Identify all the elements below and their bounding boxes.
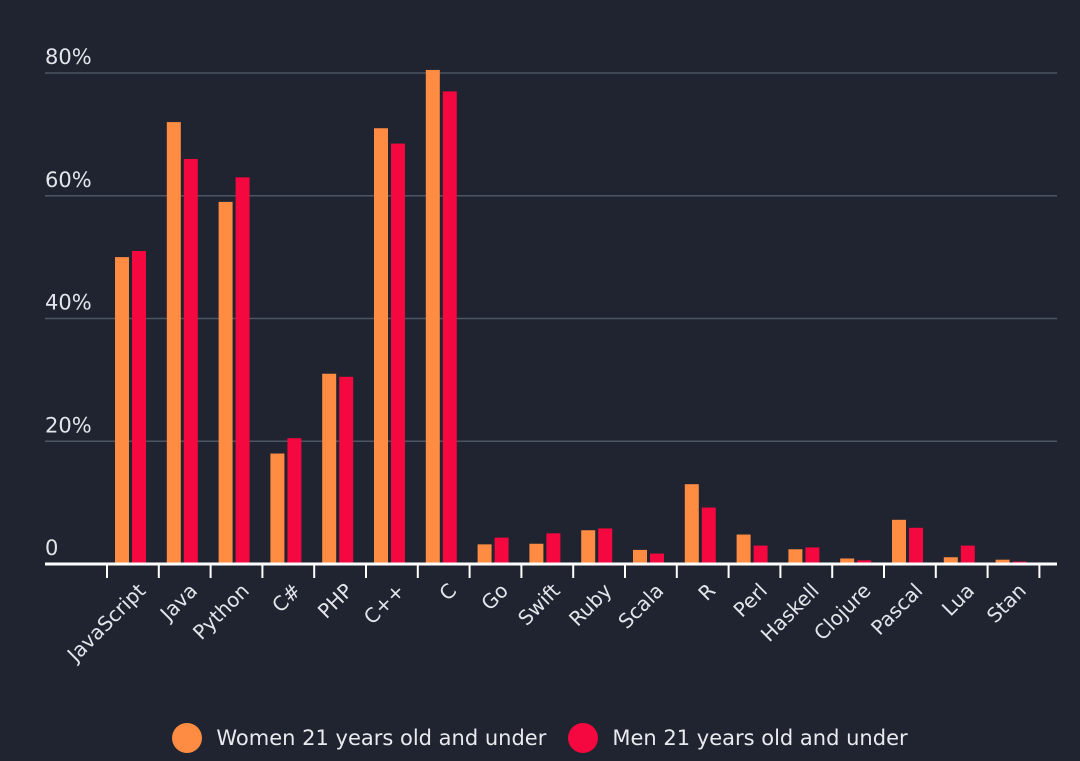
x-tick-label: C [434, 578, 461, 605]
bar-men [132, 250, 146, 565]
bar-women [684, 484, 699, 564]
bar-women [633, 549, 647, 564]
x-tick-label: Ruby [564, 578, 617, 631]
x-tick-label: Perl [728, 578, 771, 621]
bar-women [840, 558, 855, 564]
bar-men [442, 91, 457, 564]
bar-men [701, 507, 716, 564]
legend-label-women: Women 21 years old and under [216, 726, 547, 750]
x-tick-label: Stan [982, 578, 1031, 627]
x-tick-label: Python [188, 578, 254, 644]
legend-swatch-men [568, 723, 599, 753]
bar-women [892, 519, 906, 564]
x-tick-label: Haskell [756, 578, 824, 646]
bar-women [166, 122, 181, 564]
bar-men [960, 545, 975, 564]
x-tick-label: C++ [359, 578, 410, 629]
x-tick-label: Clojure [809, 578, 876, 645]
legend-label-men: Men 21 years old and under [612, 726, 908, 750]
bar-men [494, 537, 509, 564]
bar-men [805, 547, 820, 564]
bar-women [374, 128, 388, 565]
x-tick-label: Pascal [866, 578, 927, 639]
x-tick-label: Swift [513, 578, 565, 630]
bar-women [581, 530, 596, 564]
legend-item-women: Women 21 years old and under [172, 723, 546, 753]
bar-women [322, 373, 337, 564]
bar-men [287, 438, 302, 564]
bar-men [650, 553, 664, 564]
bar-men [339, 376, 354, 564]
bar-men [598, 528, 613, 564]
bar-men [183, 158, 198, 565]
legend-swatch-women [172, 723, 203, 753]
bar-men [391, 143, 405, 565]
bar-women [270, 453, 285, 564]
x-tick-label: Lua [937, 578, 979, 620]
y-tick-label: 20% [45, 413, 92, 437]
bar-men [235, 177, 250, 564]
bar-men [909, 527, 923, 564]
bar-women [736, 534, 751, 564]
legend-item-men: Men 21 years old and under [568, 723, 908, 753]
y-tick-label: 60% [45, 168, 92, 192]
x-tick-label: Scala [613, 578, 668, 633]
bar-women [943, 557, 958, 564]
bar-women [529, 543, 544, 564]
bar-women [477, 544, 492, 564]
y-tick-label: 0 [45, 536, 58, 560]
bar-men [857, 560, 872, 564]
bar-women [425, 69, 440, 565]
x-tick-label: C# [267, 578, 306, 617]
bar-women [788, 549, 803, 564]
x-tick-label: Go [476, 578, 513, 615]
x-tick-label: JavaScript [61, 578, 150, 667]
bar-women [115, 257, 129, 564]
x-tick-label: R [693, 578, 720, 605]
bar-women [995, 559, 1010, 564]
x-tick-label: PHP [313, 578, 358, 623]
legend: Women 21 years old and under Men 21 year… [0, 718, 1080, 758]
bar-women [218, 201, 233, 564]
y-tick-label: 40% [45, 291, 92, 315]
y-tick-label: 80% [45, 45, 92, 69]
bar-men [546, 533, 561, 564]
bar-men [753, 545, 768, 564]
